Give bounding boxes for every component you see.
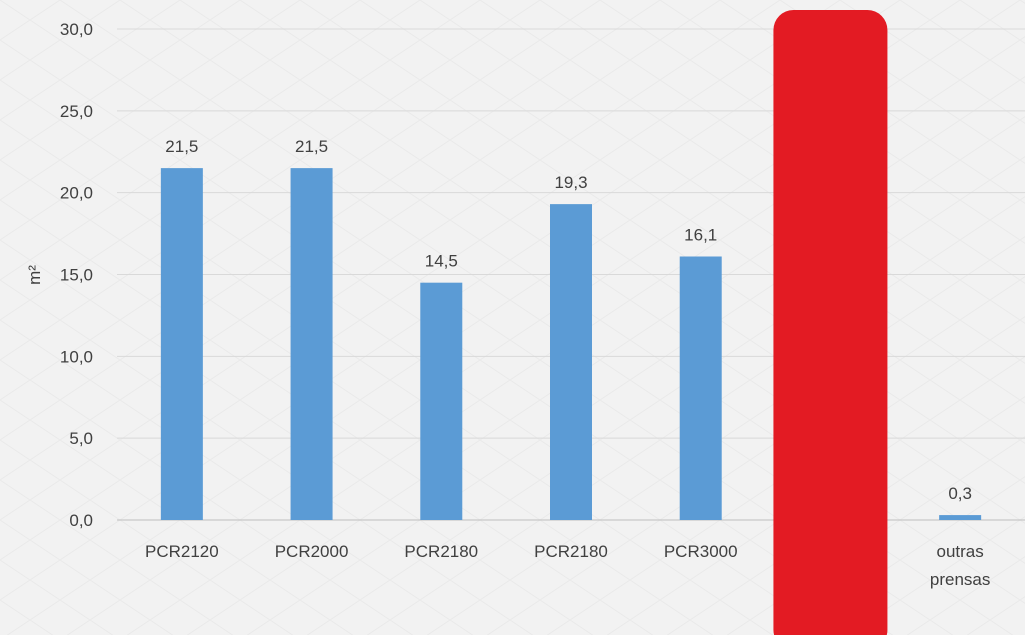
bar [679,256,722,520]
y-tick-label: 5,0 [69,429,93,448]
data-labels: 21,5 21,5 14,5 19,3 16,1 0,3 [165,137,972,503]
data-label: 21,5 [295,137,328,156]
x-category-label: PCR2000 [275,542,349,561]
y-axis-title: m² [25,265,44,285]
bars [160,168,982,520]
y-tick-label: 30,0 [60,20,93,39]
data-label: 19,3 [554,173,587,192]
x-axis-categories: PCR2120 PCR2000 PCR2180 PCR2180 PCR3000 outra… [145,542,990,589]
bar [939,515,982,520]
data-label: 16,1 [684,225,717,244]
highlight-bar [773,10,888,635]
x-category-label: PCR2180 [404,542,478,561]
bar [160,168,203,520]
y-tick-label: 25,0 [60,102,93,121]
y-tick-label: 15,0 [60,266,93,285]
bar [420,282,463,520]
y-tick-label: 0,0 [69,511,93,530]
x-category-label: PCR3000 [664,542,738,561]
x-category-label: PCR2120 [145,542,219,561]
x-category-label: prensas [930,570,990,589]
bar [550,204,592,520]
data-label: 0,3 [948,484,972,503]
x-category-label: PCR2180 [534,542,608,561]
x-category-label: outras [937,542,984,561]
data-label: 14,5 [425,252,458,271]
y-tick-label: 10,0 [60,347,93,366]
data-label: 21,5 [165,137,198,156]
bar [290,168,333,520]
y-axis-ticks: 0,0 5,0 10,0 15,0 20,0 25,0 30,0 [60,20,93,530]
y-tick-label: 20,0 [60,184,93,203]
highlight-overlay [773,10,888,635]
